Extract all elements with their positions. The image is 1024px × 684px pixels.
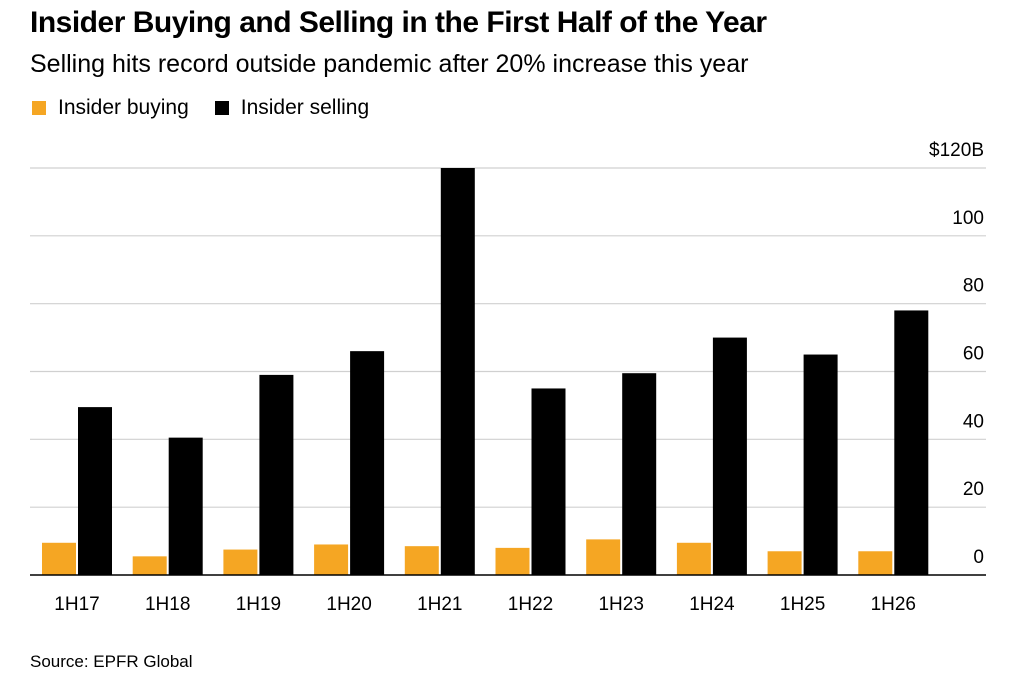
x-tick-label: 1H17 [54, 594, 99, 615]
bar-selling-1H26 [894, 310, 929, 575]
bar-buying-1H19 [223, 549, 258, 575]
bar-selling-1H22 [531, 388, 566, 575]
y-tick-label: 60 [963, 344, 984, 365]
bar-buying-1H26 [858, 551, 893, 575]
bar-selling-1H20 [350, 351, 385, 575]
x-tick-label: 1H18 [145, 594, 190, 615]
bar-selling-1H17 [78, 407, 112, 575]
bar-selling-1H19 [259, 374, 294, 575]
bar-selling-1H24 [712, 337, 747, 575]
y-tick-label: 0 [973, 547, 984, 568]
bar-buying-1H21 [404, 546, 439, 575]
y-tick-label: 100 [952, 208, 984, 229]
x-tick-label: 1H23 [598, 594, 643, 615]
y-tick-label: 20 [963, 479, 984, 500]
legend-label-buying: Insider buying [58, 96, 189, 119]
x-tick-label: 1H26 [871, 594, 916, 615]
legend-swatch-buying [32, 101, 46, 115]
bar-buying-1H23 [586, 539, 621, 575]
legend-label-selling: Insider selling [240, 96, 370, 119]
x-tick-label: 1H19 [236, 594, 281, 615]
bar-selling-1H18 [168, 437, 203, 575]
x-tick-label: 1H25 [780, 594, 825, 615]
bar-buying-1H18 [132, 556, 167, 575]
bar-selling-1H23 [622, 373, 657, 575]
x-tick-label: 1H22 [508, 594, 553, 615]
chart-subtitle: Selling hits record outside pandemic aft… [30, 50, 749, 78]
bar-buying-1H24 [676, 542, 711, 575]
chart-title: Insider Buying and Selling in the First … [30, 6, 767, 39]
legend-item-buying: Insider buying [32, 96, 189, 120]
legend: Insider buying Insider selling [32, 96, 395, 120]
x-tick-label: 1H24 [689, 594, 735, 615]
x-tick-label: 1H21 [417, 594, 462, 615]
bar-buying-1H17 [42, 542, 76, 575]
bar-buying-1H22 [495, 547, 530, 575]
y-tick-label: 80 [963, 276, 984, 297]
y-tick-label: 40 [963, 411, 984, 432]
legend-swatch-selling [214, 101, 229, 115]
source-note: Source: EPFR Global [30, 652, 193, 671]
bar-selling-1H21 [440, 168, 475, 575]
y-tick-label: $120B [929, 140, 984, 161]
bar-buying-1H25 [767, 551, 802, 575]
bar-selling-1H25 [803, 354, 838, 575]
legend-item-selling: Insider selling [214, 96, 370, 120]
x-tick-label: 1H20 [326, 594, 371, 615]
bar-buying-1H20 [314, 544, 349, 575]
